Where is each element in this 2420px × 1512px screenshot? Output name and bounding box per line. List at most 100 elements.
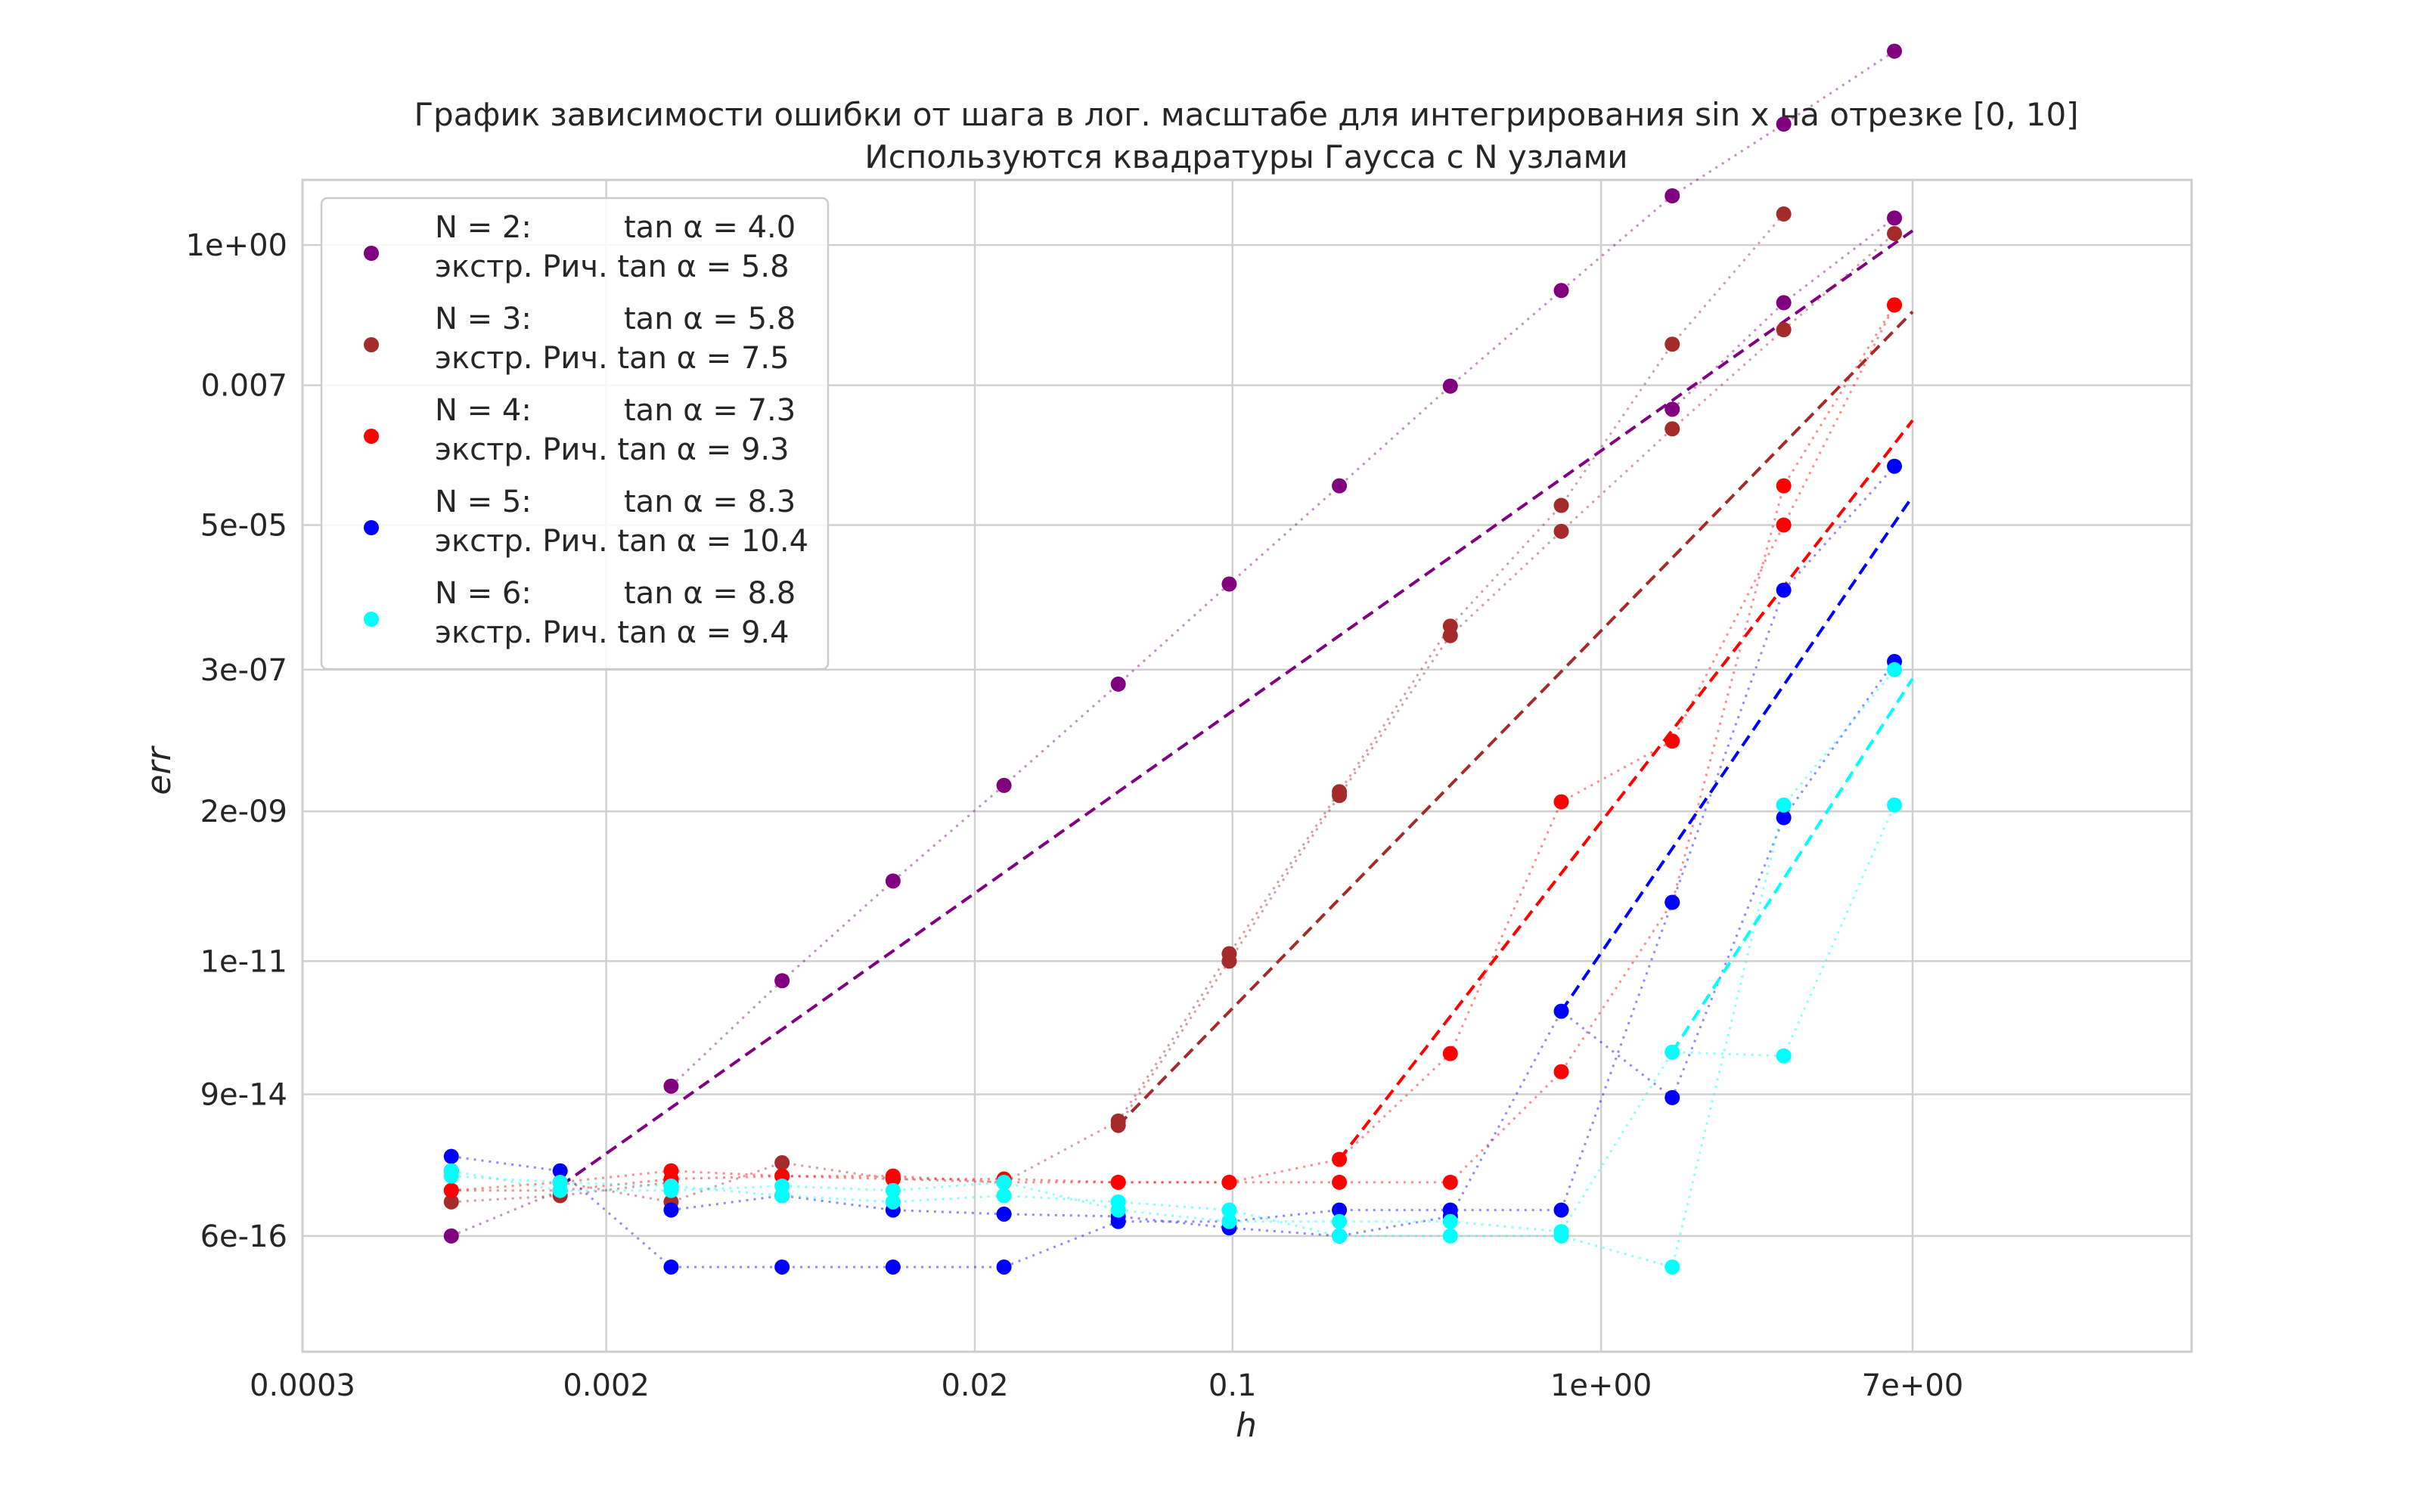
y-axis-ticks: 1e+00 0.007 5e-05 3e-07 2e-09 1e-11 9e-14 6e-16: [186, 228, 287, 1254]
x-tick-label: 0.0003: [250, 1368, 355, 1403]
data-point-n6: [1887, 662, 1903, 677]
data-point-n6: [885, 1194, 901, 1210]
data-point-n5-richardson: [1776, 810, 1792, 826]
data-point-n3: [1887, 225, 1903, 241]
data-point-n6-richardson: [774, 1178, 790, 1194]
data-point-n5: [1776, 582, 1792, 598]
legend: N = 2: tan α = 4.0 экстр. Рич. tan α = 5.8…: [320, 197, 830, 671]
fit-line-n4: [1338, 419, 1914, 1160]
data-point-n6-richardson: [1553, 1224, 1569, 1240]
legend-richardson-label: экстр. Рич. tan α = 5.8: [435, 249, 790, 284]
legend-series-name: N = 4:: [435, 393, 532, 428]
data-point-n2: [1553, 283, 1569, 299]
data-point-n3-richardson: [774, 1155, 790, 1171]
data-point-n6: [1665, 1259, 1680, 1275]
data-point-n5: [552, 1163, 568, 1179]
x-tick-label: 0.02: [941, 1368, 1008, 1403]
data-point-n6-richardson: [1221, 1213, 1237, 1229]
x-axis-label: h: [1236, 1406, 1257, 1445]
legend-series-name: N = 3:: [435, 302, 532, 336]
data-point-n2: [1332, 478, 1348, 494]
data-point-n6-richardson: [1442, 1213, 1458, 1229]
dotted-line-n6: [451, 668, 1896, 1269]
data-point-n6: [996, 1188, 1012, 1204]
data-point-n3-richardson: [1665, 336, 1680, 352]
y-tick-label: 6e-16: [200, 1219, 287, 1254]
data-point-n3-richardson: [1332, 784, 1348, 800]
data-point-n2-richardson: [1776, 295, 1792, 311]
data-point-n2: [1221, 576, 1237, 592]
chart-subtitle: Используются квадратуры Гаусса с N узлам…: [864, 138, 1627, 175]
legend-marker: [364, 612, 379, 627]
data-point-n5: [1332, 1202, 1348, 1218]
data-point-n4-richardson: [885, 1171, 901, 1187]
data-point-n5: [663, 1259, 679, 1275]
legend-richardson-label: экстр. Рич. tan α = 9.3: [435, 432, 790, 467]
legend-richardson-label: экстр. Рич. tan α = 7.5: [435, 341, 790, 376]
dotted-line-n5-richardson: [671, 661, 1896, 1238]
data-point-n4: [1332, 1151, 1348, 1167]
data-point-n4-richardson: [1553, 1064, 1569, 1080]
data-point-n6-richardson: [1332, 1213, 1348, 1229]
data-point-n4-richardson: [443, 1182, 459, 1198]
plot-series: [443, 43, 1914, 1275]
data-point-n2-richardson: [1887, 210, 1903, 226]
data-point-n6-richardson: [885, 1182, 901, 1198]
y-tick-label: 5e-05: [200, 508, 287, 543]
data-point-n3: [443, 1194, 459, 1210]
legend-tan-label: tan α = 7.3: [624, 393, 796, 428]
dotted-line-n6-richardson: [451, 804, 1896, 1233]
y-tick-label: 9e-14: [200, 1077, 287, 1112]
data-point-n2: [1110, 676, 1126, 692]
data-point-n6: [1776, 797, 1792, 813]
data-point-n5: [1887, 458, 1903, 474]
data-point-n3-richardson: [1442, 618, 1458, 634]
y-tick-label: 0.007: [200, 369, 287, 404]
y-axis-label: err: [140, 745, 178, 795]
data-point-n2: [663, 1078, 679, 1094]
data-point-n4-richardson: [1442, 1174, 1458, 1190]
data-point-n2: [1887, 43, 1903, 59]
fit-line-n2: [559, 229, 1914, 1188]
data-point-n5-richardson: [996, 1206, 1012, 1222]
data-point-n5: [885, 1259, 901, 1275]
y-tick-label: 1e+00: [186, 228, 287, 263]
data-point-n5: [996, 1259, 1012, 1275]
data-point-n6-richardson: [443, 1163, 459, 1179]
data-point-n2: [996, 777, 1012, 793]
data-point-n3-richardson: [1776, 206, 1792, 222]
x-axis-ticks: 0.0003 0.002 0.02 0.1 1e+00 7e+00: [250, 1368, 1963, 1403]
data-point-n4-richardson: [1332, 1174, 1348, 1190]
data-point-n4-richardson: [1110, 1174, 1126, 1190]
data-point-n2-richardson: [443, 1228, 459, 1244]
legend-box: [320, 197, 830, 671]
data-point-n6: [1442, 1228, 1458, 1244]
legend-richardson-label: экстр. Рич. tan α = 10.4: [435, 524, 808, 559]
data-point-n6: [1221, 1202, 1237, 1218]
data-point-n5: [1665, 894, 1680, 910]
data-point-n3: [1553, 523, 1569, 539]
legend-marker: [364, 337, 379, 352]
fit-line-n5: [1559, 495, 1914, 1012]
data-point-n4: [1665, 733, 1680, 749]
data-point-n5-richardson: [663, 1202, 679, 1218]
y-tick-label: 2e-09: [200, 795, 287, 829]
data-point-n4: [1776, 517, 1792, 533]
data-point-n6-richardson: [1887, 797, 1903, 813]
legend-series-name: N = 2:: [435, 210, 532, 245]
data-point-n2: [1665, 188, 1680, 204]
legend-tan-label: tan α = 4.0: [624, 210, 796, 245]
legend-marker: [364, 520, 379, 535]
data-point-n2: [774, 973, 790, 989]
data-point-n5: [774, 1259, 790, 1275]
data-point-n4-richardson: [1776, 478, 1792, 494]
data-point-n2: [1776, 116, 1792, 132]
data-point-n5: [1553, 1202, 1569, 1218]
data-point-n3-richardson: [1553, 497, 1569, 513]
data-point-n2: [1442, 378, 1458, 394]
x-tick-label: 0.1: [1208, 1368, 1257, 1403]
data-point-n2-richardson: [1665, 401, 1680, 417]
data-point-n6-richardson: [663, 1182, 679, 1198]
legend-richardson-label: экстр. Рич. tan α = 9.4: [435, 615, 790, 650]
